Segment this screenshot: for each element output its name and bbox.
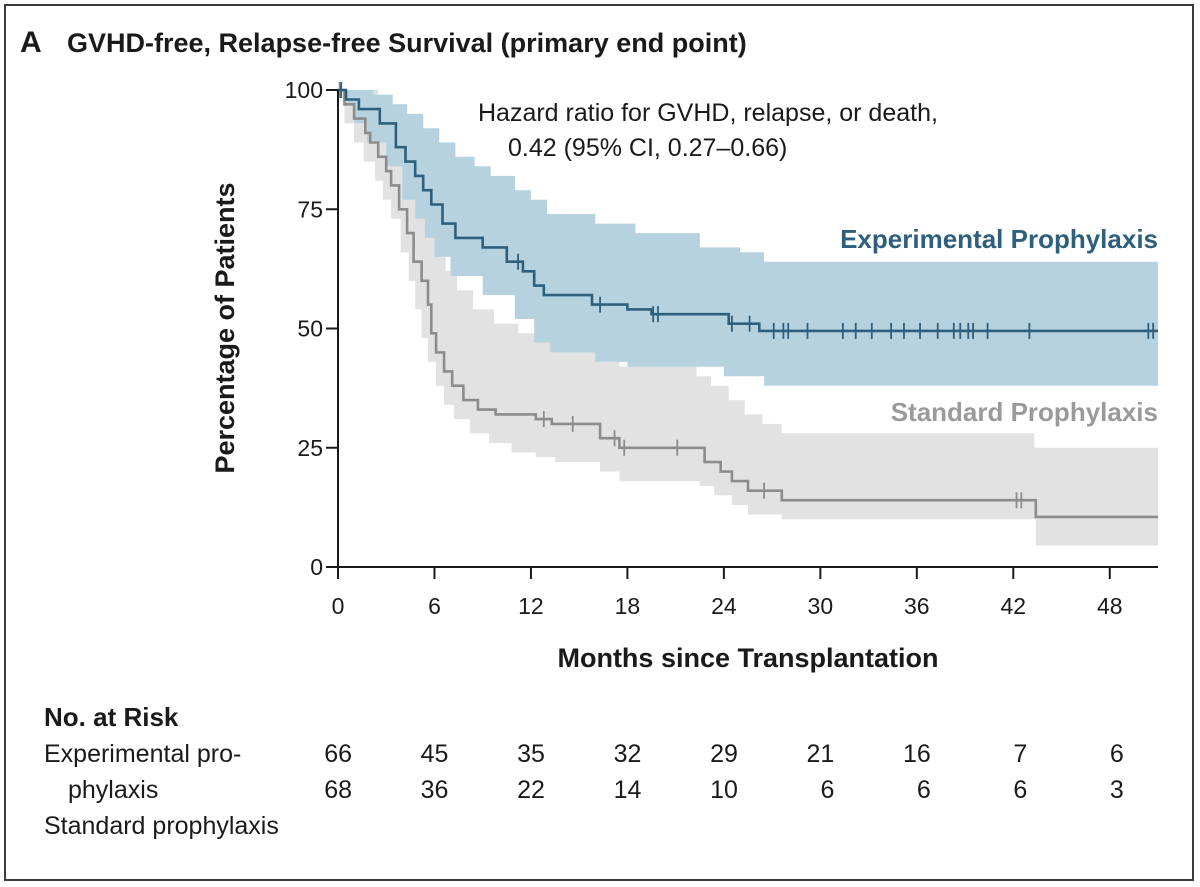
x-tick-label: 48	[1097, 593, 1123, 619]
x-tick-label: 6	[428, 593, 441, 619]
experimental-at-risk-value: 16	[903, 740, 931, 768]
standard-at-risk-value: 36	[421, 776, 449, 804]
y-axis-title: Percentage of Patients	[210, 182, 240, 473]
risk-row-label-experimental-1: Experimental pro-	[44, 740, 241, 768]
risk-row-label-standard: Standard prophylaxis	[44, 812, 279, 840]
x-axis-title: Months since Transplantation	[557, 643, 938, 673]
experimental-survival-line	[338, 88, 1158, 333]
panel-letter: A	[20, 26, 42, 59]
no-at-risk-title: No. at Risk	[44, 702, 179, 732]
x-tick-label: 30	[808, 593, 834, 619]
x-tick-label: 12	[518, 593, 544, 619]
standard-at-risk-value: 14	[614, 776, 642, 804]
experimental-at-risk-value: 21	[807, 740, 835, 768]
y-tick-label: 25	[297, 435, 323, 461]
standard-at-risk-value: 6	[917, 776, 931, 804]
hazard-ratio-line2: 0.42 (95% CI, 0.27–0.66)	[508, 134, 787, 162]
axes: 0 25 50 75 100 0 6 12 18 24 30 36 42 48	[285, 77, 1158, 619]
experimental-series-label: Experimental Prophylaxis	[840, 224, 1158, 254]
standard-at-risk-value: 22	[517, 776, 545, 804]
confidence-bands	[338, 90, 1158, 546]
y-tick-label: 100	[285, 77, 323, 103]
risk-row-label-experimental-2: phylaxis	[68, 776, 158, 804]
x-tick-label: 0	[332, 593, 345, 619]
standard-at-risk-value: 10	[710, 776, 738, 804]
experimental-at-risk-value: 32	[614, 740, 642, 768]
hazard-ratio-line1: Hazard ratio for GVHD, relapse, or death…	[478, 99, 938, 127]
experimental-at-risk-value: 6	[1110, 740, 1124, 768]
experimental-at-risk-value: 29	[710, 740, 738, 768]
experimental-ci-band	[338, 90, 1158, 386]
experimental-at-risk-value: 66	[324, 740, 352, 768]
experimental-at-risk-value: 7	[1013, 740, 1027, 768]
standard-at-risk-value: 6	[820, 776, 834, 804]
figure-frame	[4, 4, 1194, 881]
standard-at-risk-value: 6	[1013, 776, 1027, 804]
y-tick-label: 50	[297, 316, 323, 342]
risk-table-values: 66 45 35 32 29 21 16 7 668 36 22 14 10 6 6 6 3	[324, 740, 1124, 804]
standard-ci-band	[338, 90, 1158, 546]
standard-series-label: Standard Prophylaxis	[891, 397, 1158, 427]
y-tick-label: 75	[297, 196, 323, 222]
experimental-at-risk-value: 45	[421, 740, 449, 768]
standard-at-risk-value: 68	[324, 776, 352, 804]
x-tick-label: 42	[1000, 593, 1026, 619]
experimental-at-risk-value: 35	[517, 740, 545, 768]
standard-survival-line	[338, 88, 1158, 519]
survival-curves	[338, 82, 1158, 519]
x-tick-label: 24	[711, 593, 737, 619]
x-tick-label: 18	[615, 593, 641, 619]
chart-title: GVHD-free, Relapse-free Survival (primar…	[67, 28, 747, 58]
y-tick-label: 0	[310, 554, 323, 580]
standard-at-risk-value: 3	[1110, 776, 1124, 804]
x-tick-label: 36	[904, 593, 930, 619]
